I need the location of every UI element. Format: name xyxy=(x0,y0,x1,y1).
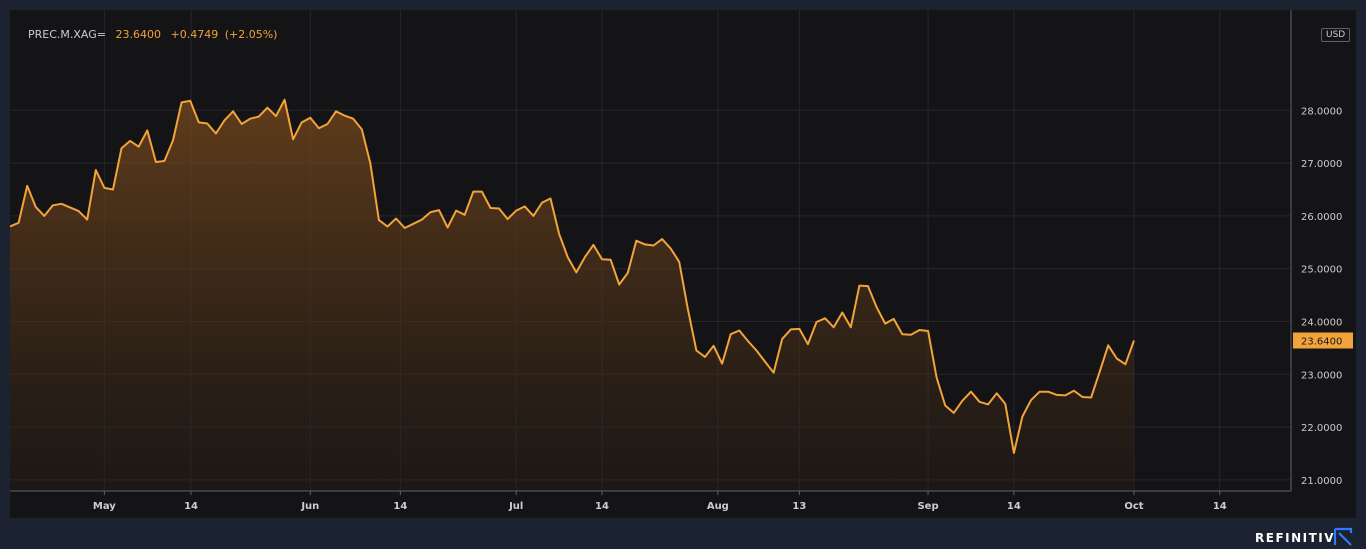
currency-button[interactable]: USD xyxy=(1321,28,1351,42)
price-change-value: +0.4749 xyxy=(170,28,219,41)
last-value-label: 23.6400 xyxy=(1301,337,1342,348)
last-price-value: 23.6400 xyxy=(115,28,162,41)
y-tick-label: 22.0000 xyxy=(1301,423,1342,434)
y-tick-label: 24.0000 xyxy=(1301,318,1342,329)
x-tick-label: Sep xyxy=(917,501,938,512)
x-tick-label: Jun xyxy=(300,501,319,512)
last-value-tag xyxy=(1293,332,1353,349)
refinitiv-logo-icon xyxy=(1333,527,1353,546)
axis-ticks: 21.0000 22.0000 23.0000 24.0000 25.0000 26.00… xyxy=(93,106,1353,512)
symbol-label: PREC.M.XAG= xyxy=(28,28,106,41)
x-tick-label: 14 xyxy=(393,501,407,512)
y-tick-label: 26.0000 xyxy=(1301,212,1342,223)
x-tick-label: 13 xyxy=(792,501,806,512)
y-tick-label: 28.0000 xyxy=(1301,106,1342,117)
legend: PREC.M.XAG= 23.6400 +0.4749 (+2.05%) xyxy=(28,28,277,41)
y-tick-label: 27.0000 xyxy=(1301,159,1342,170)
price-change-percent: (+2.05%) xyxy=(224,28,278,41)
refinitiv-logo-text: REFINITIV xyxy=(1255,531,1336,545)
y-tick-label: 21.0000 xyxy=(1301,476,1342,487)
x-tick-label: 14 xyxy=(595,501,609,512)
x-tick-label: 14 xyxy=(1007,501,1021,512)
price-line xyxy=(10,98,1135,454)
y-tick-label: 25.0000 xyxy=(1301,265,1342,276)
x-tick-label: 14 xyxy=(184,501,198,512)
y-tick-label: 23.0000 xyxy=(1301,370,1342,381)
x-tick-label: Oct xyxy=(1124,501,1143,512)
x-tick-label: 14 xyxy=(1213,501,1227,512)
x-tick-label: May xyxy=(93,501,116,512)
price-chart[interactable]: 21.0000 22.0000 23.0000 24.0000 25.0000 26.00… xyxy=(10,10,1356,518)
chart-panel: 21.0000 22.0000 23.0000 24.0000 25.0000 26.00… xyxy=(10,10,1356,518)
x-tick-label: Jul xyxy=(508,501,523,512)
price-area-fill xyxy=(10,99,1134,491)
x-tick-label: Aug xyxy=(707,501,729,512)
